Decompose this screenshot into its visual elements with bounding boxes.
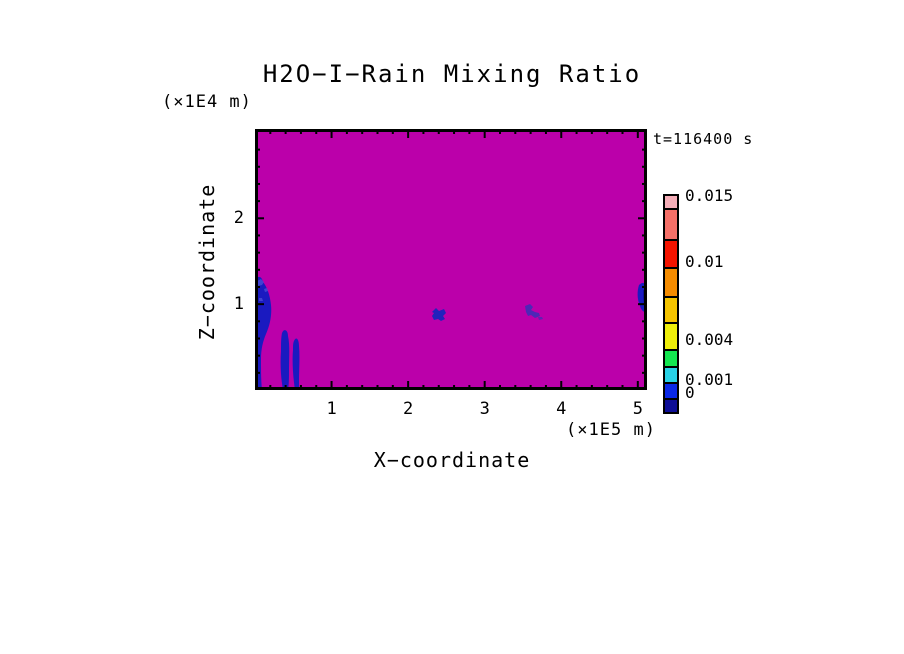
x-tick-label: 4 bbox=[556, 399, 567, 419]
x-tick-label: 3 bbox=[479, 399, 490, 419]
y-tick-label: 1 bbox=[233, 294, 244, 315]
colorbar-segment bbox=[663, 296, 679, 324]
plot-frame bbox=[255, 129, 647, 390]
colorbar-segment bbox=[663, 267, 679, 298]
colorbar-segment bbox=[663, 322, 679, 351]
colorbar bbox=[663, 194, 679, 414]
colorbar-segment bbox=[663, 208, 679, 241]
colorbar-tick-label: 0.001 bbox=[685, 370, 734, 389]
z-axis-title: Z−coordinate bbox=[195, 183, 219, 341]
rain-shaft-cluster-left-boundary bbox=[255, 276, 272, 390]
colorbar-tick-label: 0.01 bbox=[685, 252, 724, 271]
small-rain-cell-faint bbox=[538, 317, 543, 320]
small-rain-cell-faint bbox=[525, 304, 540, 318]
x-tick-label: 1 bbox=[326, 399, 337, 419]
x-tick-label: 2 bbox=[403, 399, 414, 419]
x-tick-label: 5 bbox=[632, 399, 643, 419]
x-axis-title: X−coordinate bbox=[373, 448, 531, 472]
small-rain-cell bbox=[432, 308, 446, 321]
colorbar-tick-label: 0.015 bbox=[685, 186, 734, 205]
colorbar-segment bbox=[663, 239, 679, 269]
colorbar-tick-label: 0.004 bbox=[685, 330, 734, 349]
x-axis-units-label: (×1E5 m) bbox=[566, 420, 656, 440]
z-axis-units-label: (×1E4 m) bbox=[162, 92, 252, 112]
colorbar-tick-label: 0 bbox=[685, 383, 695, 402]
colorbar-segment bbox=[663, 398, 679, 414]
rain-shaft-cluster-left-boundary bbox=[257, 279, 268, 301]
rain-shaft bbox=[280, 330, 290, 390]
plot-canvas bbox=[255, 129, 647, 390]
time-annotation: t=116400 s bbox=[653, 130, 754, 148]
page-title: H2O−I−Rain Mixing Ratio bbox=[262, 60, 642, 88]
field-background bbox=[255, 129, 647, 390]
rain-shaft bbox=[292, 338, 300, 390]
y-tick-label: 2 bbox=[233, 208, 244, 229]
